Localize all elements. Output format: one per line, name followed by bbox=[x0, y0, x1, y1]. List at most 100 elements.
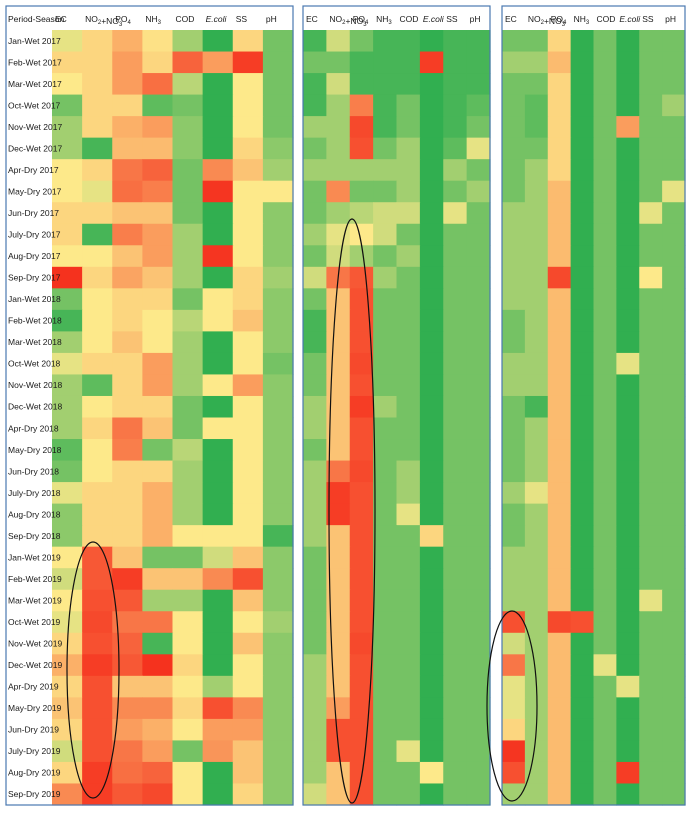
heatmap-cell bbox=[443, 546, 468, 569]
heatmap-cell bbox=[466, 654, 491, 677]
heatmap-cell bbox=[662, 245, 686, 268]
heatmap-cell bbox=[202, 482, 234, 505]
heatmap-cell bbox=[547, 740, 572, 763]
heatmap-cell bbox=[443, 266, 468, 289]
row-label: Dec-Wet 2018 bbox=[8, 402, 62, 412]
heatmap-cell bbox=[262, 546, 294, 569]
heatmap-cell bbox=[373, 675, 398, 698]
heatmap-cell bbox=[443, 589, 468, 612]
heatmap-cell bbox=[419, 395, 444, 419]
column-header-2-3: NH3 bbox=[376, 14, 392, 26]
heatmap-cell bbox=[547, 460, 572, 483]
heatmap-cell bbox=[443, 331, 468, 354]
heatmap-cell bbox=[639, 546, 663, 569]
heatmap-cell bbox=[502, 761, 526, 785]
heatmap-cell bbox=[419, 697, 444, 720]
heatmap-cell bbox=[303, 202, 327, 225]
heatmap-cell bbox=[82, 632, 113, 655]
heatmap-cell bbox=[142, 675, 174, 698]
heatmap-cell bbox=[142, 266, 174, 289]
heatmap-cell bbox=[616, 568, 640, 591]
heatmap-cell bbox=[303, 417, 327, 440]
heatmap-cell bbox=[202, 245, 234, 268]
column-header-1-7: pH bbox=[266, 14, 277, 24]
heatmap-cell bbox=[82, 159, 113, 182]
heatmap-cell bbox=[547, 352, 572, 376]
heatmap-cell bbox=[662, 417, 686, 440]
heatmap-cell bbox=[502, 352, 526, 376]
heatmap-cell bbox=[349, 202, 374, 225]
heatmap-cell bbox=[303, 675, 327, 698]
heatmap-cell bbox=[466, 331, 491, 354]
heatmap-cell bbox=[262, 589, 294, 612]
heatmap-cell bbox=[419, 675, 444, 698]
heatmap-cell bbox=[524, 73, 549, 96]
heatmap-cell bbox=[662, 180, 686, 203]
heatmap-cell bbox=[112, 94, 143, 117]
heatmap-cell bbox=[172, 417, 204, 440]
highlight-ellipse-1 bbox=[66, 541, 120, 799]
heatmap-cell bbox=[232, 417, 264, 440]
heatmap-cell bbox=[232, 525, 264, 548]
heatmap-cell bbox=[232, 740, 264, 763]
heatmap-cell bbox=[52, 395, 83, 419]
heatmap-cell bbox=[232, 395, 264, 419]
heatmap-cell bbox=[419, 94, 444, 117]
heatmap-cell bbox=[466, 159, 491, 182]
heatmap-cell bbox=[616, 51, 640, 74]
heatmap-cell bbox=[443, 654, 468, 677]
heatmap-cell bbox=[349, 654, 374, 677]
heatmap-cell bbox=[593, 439, 617, 462]
heatmap-cell bbox=[662, 331, 686, 354]
heatmap-cell bbox=[616, 288, 640, 311]
heatmap-cell bbox=[616, 73, 640, 96]
row-label: May-Dry 2019 bbox=[8, 703, 62, 713]
heatmap-cell bbox=[502, 546, 526, 569]
heatmap-cell bbox=[466, 675, 491, 698]
heatmap-cell bbox=[349, 73, 374, 96]
heatmap-cell bbox=[502, 395, 526, 419]
heatmap-cell bbox=[172, 718, 204, 742]
heatmap-cell bbox=[82, 546, 113, 569]
heatmap-cell bbox=[232, 439, 264, 462]
heatmap-cell bbox=[396, 159, 421, 182]
heatmap-cell bbox=[373, 309, 398, 332]
heatmap-cell bbox=[82, 374, 113, 397]
heatmap-cell bbox=[396, 245, 421, 268]
heatmap-cell bbox=[593, 761, 617, 785]
heatmap-cell bbox=[303, 30, 327, 53]
row-label: Oct-Wet 2018 bbox=[8, 359, 61, 369]
column-header-2-0: EC bbox=[306, 14, 318, 24]
heatmap-cell bbox=[662, 740, 686, 763]
heatmap-cell bbox=[202, 611, 234, 634]
heatmap-cell bbox=[443, 675, 468, 698]
row-label: Mar-Wet 2017 bbox=[8, 79, 62, 89]
heatmap-cell bbox=[443, 94, 468, 117]
heatmap-cell bbox=[547, 611, 572, 634]
heatmap-cell bbox=[373, 568, 398, 591]
heatmap-cell bbox=[616, 460, 640, 483]
heatmap-cell bbox=[524, 30, 549, 53]
heatmap-cell bbox=[593, 546, 617, 569]
heatmap-cell bbox=[142, 783, 174, 806]
heatmap-cell bbox=[570, 503, 595, 526]
heatmap-cell bbox=[593, 245, 617, 268]
heatmap-cell bbox=[524, 245, 549, 268]
heatmap-cell bbox=[349, 137, 374, 160]
heatmap-cell bbox=[142, 223, 174, 246]
heatmap-cell bbox=[396, 546, 421, 569]
heatmap-cell bbox=[326, 395, 351, 419]
heatmap-cell bbox=[172, 223, 204, 246]
column-header-1-6: SS bbox=[236, 14, 248, 24]
heatmap-cell bbox=[262, 288, 294, 311]
heatmap-cell bbox=[82, 395, 113, 419]
heatmap-cell bbox=[466, 266, 491, 289]
heatmap-cell bbox=[82, 94, 113, 117]
heatmap-cell bbox=[547, 180, 572, 203]
heatmap-cell bbox=[303, 718, 327, 742]
heatmap-cell bbox=[172, 697, 204, 720]
heatmap-cell bbox=[349, 288, 374, 311]
heatmap-cell bbox=[232, 159, 264, 182]
heatmap-cell bbox=[502, 589, 526, 612]
column-header-2-4: COD bbox=[400, 14, 419, 24]
